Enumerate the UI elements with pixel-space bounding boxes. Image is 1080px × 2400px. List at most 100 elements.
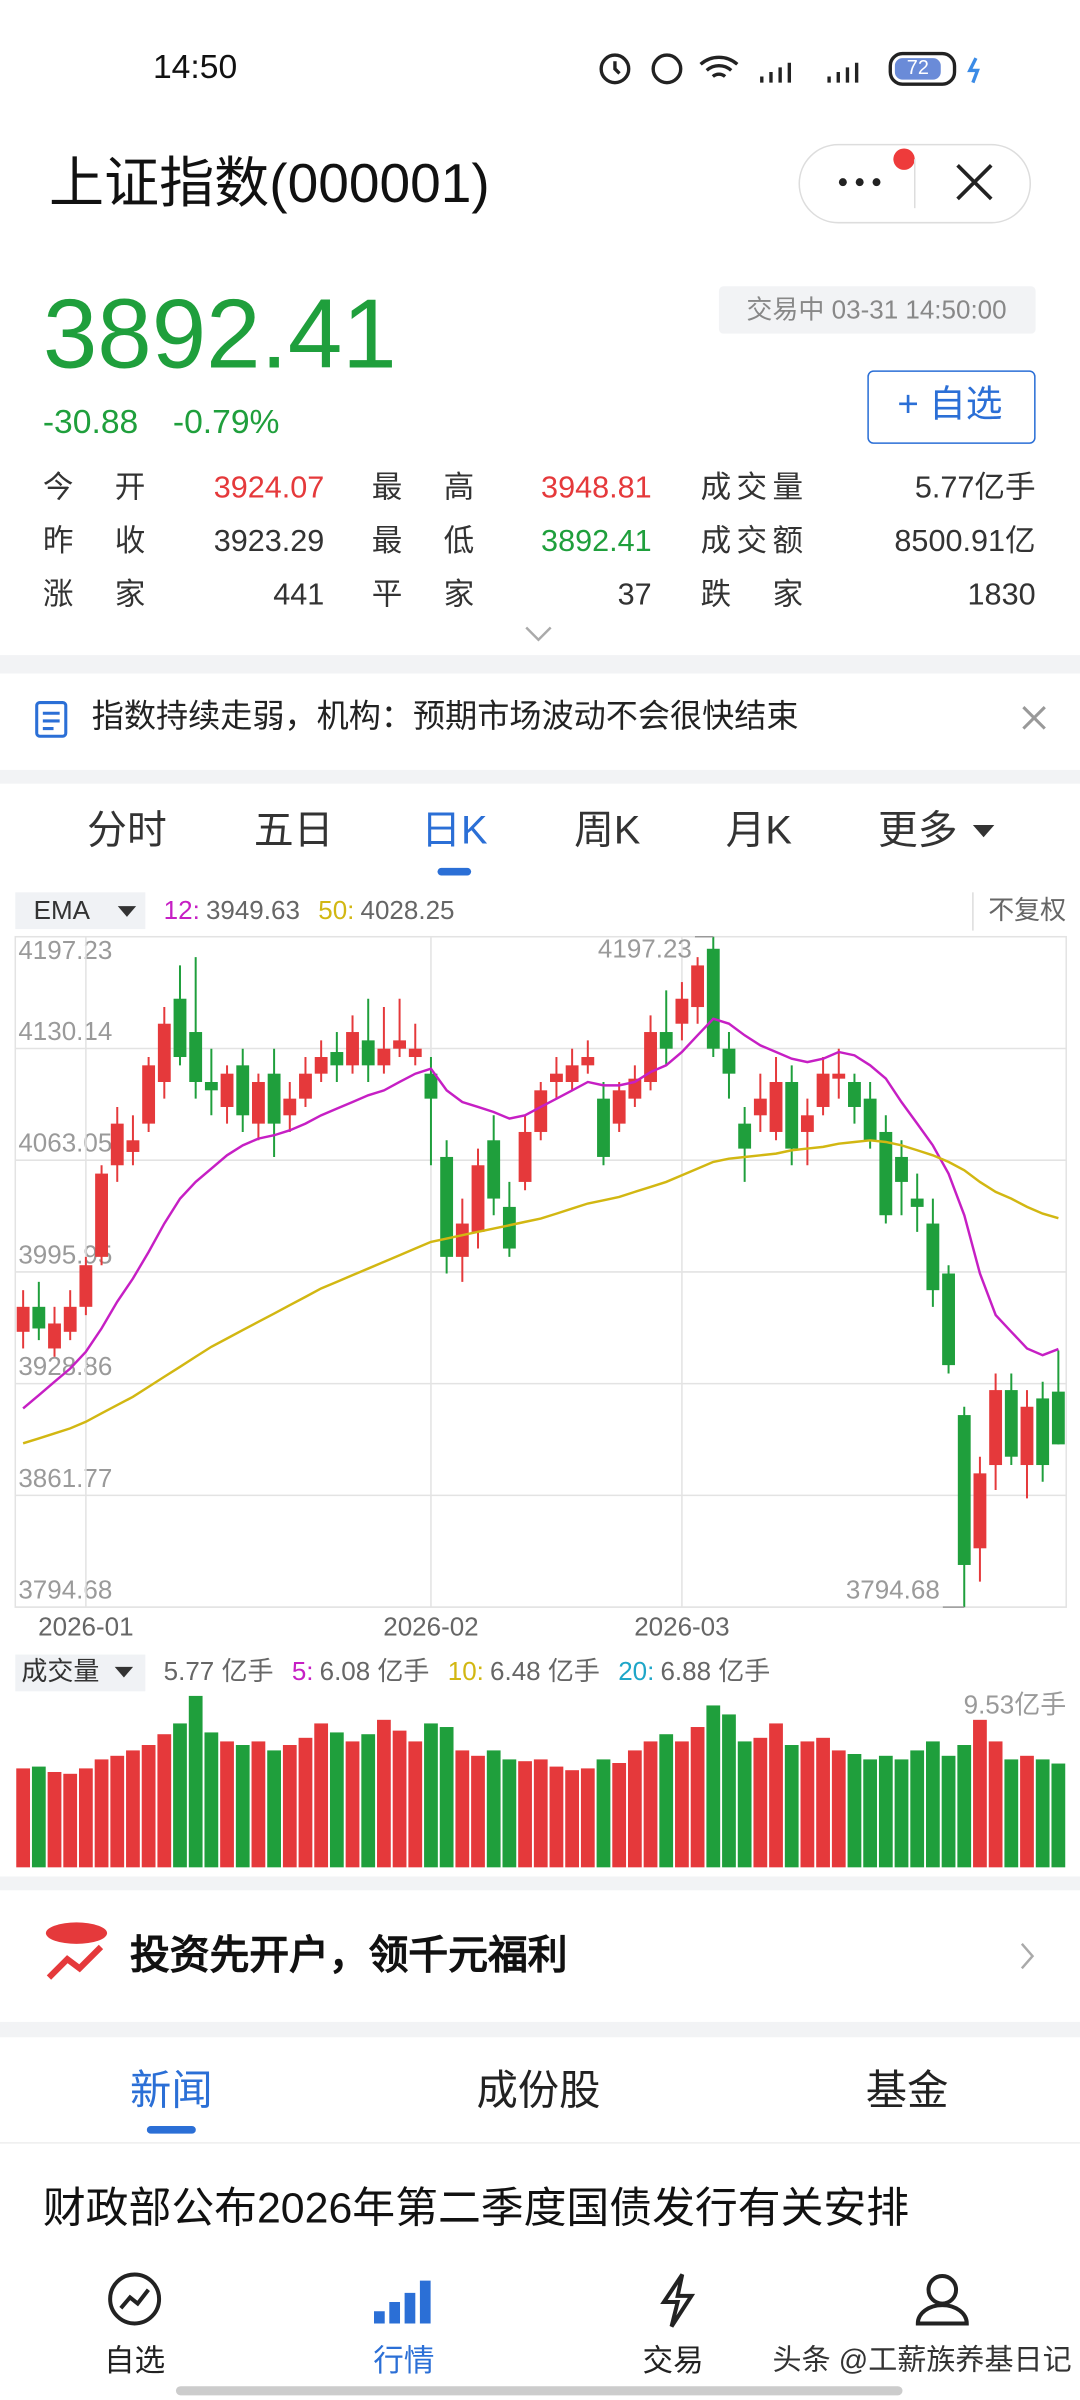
adjust-mode: 不复权: [988, 895, 1066, 925]
promo-text[interactable]: 投资先开户，领千元福利: [130, 1932, 568, 1979]
candle-body: [816, 1073, 830, 1107]
nav-label[interactable]: 行情: [373, 2344, 435, 2379]
x-tick-label: 2026-01: [38, 1611, 133, 1641]
trade-status: 交易中 03-31 14:50:00: [746, 295, 1007, 325]
candle-body: [581, 1057, 595, 1066]
stat-value: 5.77亿手: [914, 471, 1036, 506]
promo-chevron[interactable]: [1020, 1943, 1035, 1970]
candle-body: [408, 1048, 422, 1058]
volume-bar: [863, 1759, 878, 1868]
candle-body: [346, 1032, 359, 1066]
stat-label: 最高: [371, 471, 475, 506]
volume-bar: [1035, 1759, 1050, 1868]
candle-body: [377, 1048, 391, 1066]
y-tick-label: 3928.86: [18, 1351, 112, 1381]
candle-body: [424, 1073, 438, 1099]
candle-body: [487, 1140, 501, 1199]
candle-body: [800, 1115, 814, 1132]
volume-ma-value: 6.88 亿手: [660, 1656, 770, 1686]
expand-chevron[interactable]: [525, 626, 552, 642]
volume-ma-name: 20:: [618, 1656, 654, 1686]
chart-tab[interactable]: 月K: [725, 807, 792, 854]
chart-tab[interactable]: 日K: [421, 807, 488, 854]
volume-bar: [329, 1732, 344, 1868]
info-tab-underline: [146, 2126, 196, 2134]
candle-body: [895, 1156, 908, 1182]
volume-bar: [659, 1734, 674, 1868]
stat-label: 涨家: [42, 578, 146, 613]
page-title: 上证指数(000001): [48, 152, 490, 215]
volume-bar: [957, 1745, 972, 1868]
stat-value: 3923.29: [213, 524, 325, 559]
candle-body: [722, 1048, 736, 1074]
volume-bar: [361, 1734, 376, 1868]
stat-label: 成交量: [700, 471, 804, 506]
stat-value: 3948.81: [541, 471, 652, 506]
candle-body: [440, 1156, 454, 1257]
volume-ma-value: 6.48 亿手: [490, 1656, 600, 1686]
watch-button[interactable]: [867, 370, 1036, 444]
stat-label: 今开: [42, 471, 146, 506]
news-banner[interactable]: 指数持续走弱，机构：预期市场波动不会很快结束: [91, 700, 799, 736]
chart-tab[interactable]: 周K: [574, 807, 641, 854]
stat-label: 昨收: [42, 524, 146, 559]
candle-body: [63, 1306, 77, 1332]
tab-underline: [437, 867, 472, 876]
volume-bar: [298, 1737, 313, 1868]
candle-body: [691, 965, 705, 1008]
x-tick-label: 2026-02: [383, 1611, 478, 1641]
dropdown-arrow: [117, 906, 137, 917]
candle-body: [910, 1198, 924, 1207]
ema-line: [22, 1139, 1059, 1445]
info-tab[interactable]: 新闻: [130, 2067, 213, 2114]
volume-ma-value: 6.08 亿手: [320, 1656, 430, 1686]
volume-bar: [878, 1755, 893, 1868]
ema-line: [22, 1017, 1059, 1410]
volume-bar: [126, 1750, 140, 1868]
capsule-button[interactable]: [798, 143, 1032, 224]
candle-body: [769, 1081, 783, 1132]
candle-body: [157, 1023, 171, 1082]
stat-value: 37: [617, 578, 652, 613]
volume-bar: [220, 1741, 234, 1868]
candle-body: [95, 1173, 108, 1257]
headline[interactable]: 财政部公布2026年第二季度国债发行有关安排: [42, 2184, 910, 2232]
volume-bar: [816, 1737, 830, 1868]
candle-body: [1036, 1398, 1050, 1466]
y-tick-label: 3861.77: [18, 1463, 112, 1493]
change: -30.88: [42, 402, 139, 441]
stat-label: 成交额: [700, 524, 804, 559]
chart-tab[interactable]: 五日: [253, 807, 334, 854]
volume-bar: [16, 1768, 31, 1868]
volume-bar: [188, 1695, 203, 1868]
stat-value: 3924.07: [213, 471, 325, 506]
indicator-name: EMA: [34, 895, 91, 925]
info-tab[interactable]: 成份股: [476, 2067, 601, 2114]
candle-body: [879, 1131, 893, 1216]
volume-bar: [769, 1723, 783, 1868]
volume-ma-name: 5:: [292, 1656, 314, 1686]
candle-body: [173, 998, 187, 1058]
volume-bar: [282, 1745, 297, 1868]
volume-bar: [424, 1723, 438, 1868]
volume-bar: [1051, 1763, 1066, 1868]
close-banner[interactable]: [1022, 706, 1046, 730]
candle-body: [330, 1052, 344, 1066]
nav-label[interactable]: 自选: [104, 2344, 166, 2379]
watch-label[interactable]: + 自选: [897, 383, 1003, 425]
promo-icon: [45, 1922, 108, 1980]
volume-bar: [486, 1750, 501, 1868]
volume-bar: [784, 1745, 799, 1868]
chart-tab[interactable]: 分时: [87, 807, 167, 854]
candle-body: [314, 1057, 328, 1074]
nav-label[interactable]: 交易: [642, 2344, 704, 2379]
info-tab[interactable]: 基金: [865, 2067, 949, 2114]
candle-body: [48, 1323, 61, 1349]
more-arrow[interactable]: [972, 824, 995, 838]
candle-body: [236, 1065, 250, 1116]
volume-bar: [204, 1732, 219, 1868]
chart-tab[interactable]: 更多: [878, 807, 958, 854]
candle-body: [534, 1090, 548, 1132]
volume-bar: [847, 1754, 862, 1868]
